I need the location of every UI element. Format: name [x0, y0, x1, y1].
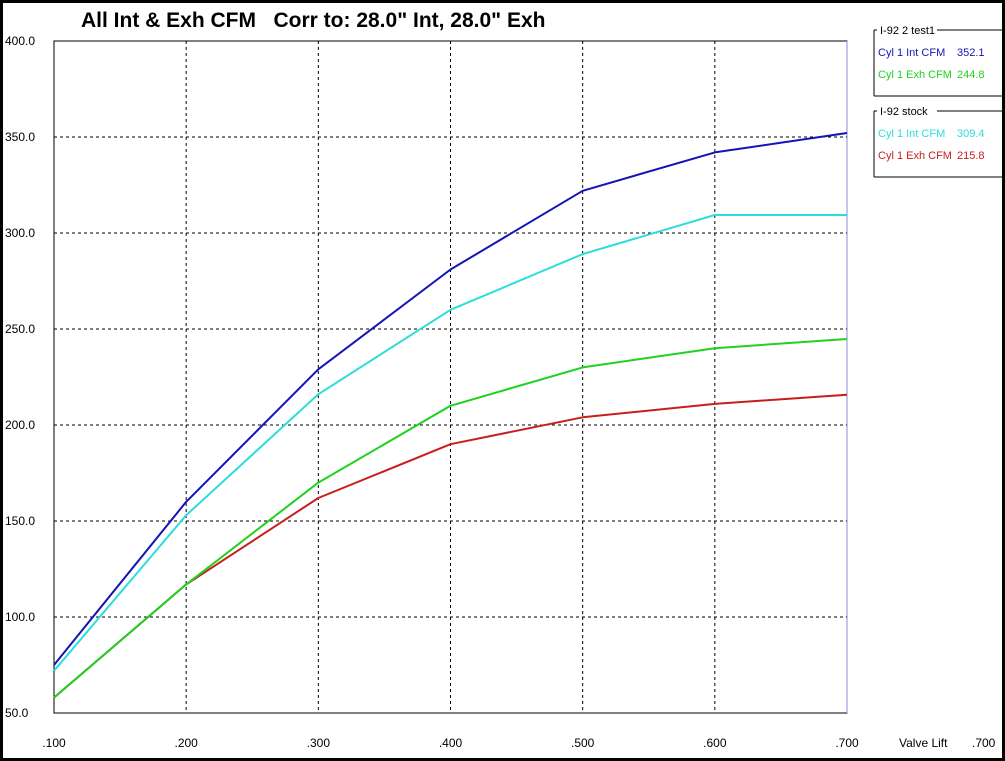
x-axis-label: Valve Lift [899, 736, 948, 750]
x-tick-label: .100 [42, 736, 66, 750]
plot-area: 50.0 100.0 150.0 200.0 250.0 300.0 350.0 400.0.… [5, 34, 859, 750]
y-tick-label: 50.0 [5, 706, 29, 720]
legend-series-name: Cyl 1 Exh CFM [878, 150, 952, 162]
legend-series-readout: 244.8 [957, 69, 985, 81]
y-tick-label: 300.0 [5, 226, 35, 240]
y-tick-label: 100.0 [5, 610, 35, 624]
series-line[interactable] [53, 132, 848, 666]
y-tick-label: 250.0 [5, 322, 35, 336]
chart-title: All Int & Exh CFM Corr to: 28.0" Int, 28… [81, 9, 545, 32]
cursor-readout-value: .700 [972, 736, 996, 750]
y-tick-label: 150.0 [5, 514, 35, 528]
legend-series-readout: 352.1 [957, 47, 985, 59]
x-tick-label: .300 [307, 736, 331, 750]
x-tick-label: .400 [439, 736, 463, 750]
x-tick-label: .500 [571, 736, 595, 750]
chart-svg: All Int & Exh CFM Corr to: 28.0" Int, 28… [5, 9, 1002, 750]
series-line[interactable] [53, 214, 847, 672]
legend-series-readout: 215.8 [957, 150, 985, 162]
y-tick-label: 200.0 [5, 418, 35, 432]
chart-frame: All Int & Exh CFM Corr to: 28.0" Int, 28… [3, 3, 1002, 758]
x-tick-label: .600 [703, 736, 727, 750]
legend-series-name: Cyl 1 Exh CFM [878, 69, 952, 81]
legend-series-readout: 309.4 [957, 128, 985, 140]
series-line[interactable] [53, 338, 848, 699]
x-tick-label: .200 [174, 736, 198, 750]
legend: I-92 2 test1 Cyl 1 Int CFM 352.1 Cyl 1 Exh … [873, 25, 1002, 178]
legend-group-title: I-92 2 test1 [880, 25, 935, 37]
x-tick-label: .700 [835, 736, 859, 750]
legend-series-name: Cyl 1 Int CFM [878, 47, 945, 59]
legend-group-title: I-92 stock [880, 106, 928, 118]
y-tick-label: 350.0 [5, 130, 35, 144]
legend-series-name: Cyl 1 Int CFM [878, 128, 945, 140]
y-tick-label: 400.0 [5, 34, 35, 48]
